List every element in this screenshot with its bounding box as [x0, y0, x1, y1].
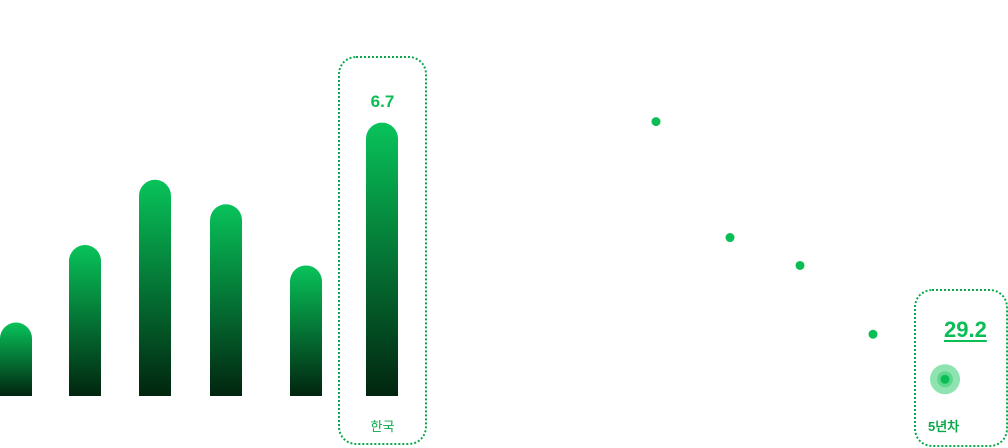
scatter-point-0 — [651, 117, 661, 127]
bar-1 — [69, 245, 101, 396]
bar-5 — [366, 122, 398, 396]
scatter-point-2 — [795, 260, 805, 270]
scatter-point-1 — [725, 233, 735, 243]
bar-category-label: 한국 — [370, 419, 395, 434]
point-value-label: 29.2 — [944, 317, 987, 342]
scatter-point-3 — [868, 329, 878, 339]
bar-value-label: 6.7 — [370, 92, 395, 111]
point-highlight-frame — [914, 289, 1008, 447]
scatter-point-4 — [940, 374, 950, 384]
bar-3 — [210, 204, 242, 396]
point-x-label: 5년차 — [928, 419, 960, 434]
bar-2 — [139, 179, 171, 396]
bar-highlight-frame — [338, 56, 427, 445]
bar-4 — [290, 265, 322, 396]
bar-0 — [0, 322, 32, 396]
